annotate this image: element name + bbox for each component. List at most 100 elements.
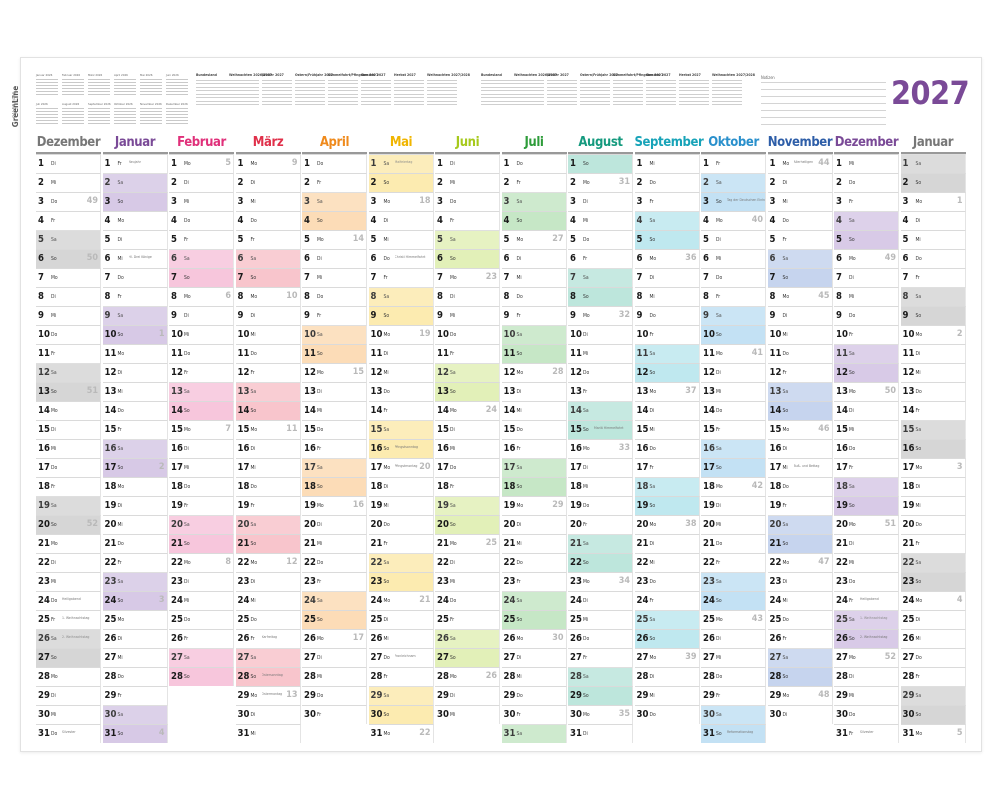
day-cell[interactable]: 23 Do <box>834 572 899 591</box>
day-cell[interactable]: 22 Sa <box>900 553 966 572</box>
day-cell[interactable]: 15 Do <box>302 420 367 439</box>
day-cell[interactable]: 12 So <box>634 363 700 382</box>
day-cell[interactable]: 13 Mi <box>102 382 168 401</box>
day-cell[interactable]: 9 Do <box>634 306 700 325</box>
day-cell[interactable]: 18 Di <box>900 477 966 496</box>
day-cell[interactable]: 12 Fr <box>235 363 301 382</box>
day-cell[interactable]: 9 Sa <box>701 306 766 325</box>
day-cell[interactable]: 13 Fr <box>568 382 633 401</box>
day-cell[interactable]: 9 Do <box>834 306 899 325</box>
day-cell[interactable]: 26 Mi <box>900 629 966 648</box>
day-cell[interactable]: 1 Mo 9 <box>235 154 301 173</box>
day-cell[interactable]: 24 Do Heiligabend <box>36 591 101 610</box>
day-cell[interactable]: 10 Sa <box>302 325 367 344</box>
day-cell[interactable]: 26 Do <box>568 629 633 648</box>
day-cell[interactable]: 24 Fr Heiligabend <box>834 591 899 610</box>
day-cell[interactable]: 10 Do <box>36 325 101 344</box>
day-cell[interactable]: 8 Di <box>36 287 101 306</box>
day-cell[interactable]: 6 Di <box>501 249 567 268</box>
day-cell[interactable]: 19 Di <box>102 496 168 515</box>
day-cell[interactable]: 15 Mi <box>634 420 700 439</box>
day-cell[interactable]: 14 Do <box>701 401 766 420</box>
day-cell[interactable]: 18 So <box>501 477 567 496</box>
day-cell[interactable]: 28 Mo 26 <box>435 667 500 686</box>
day-cell[interactable]: 23 Mi <box>435 572 500 591</box>
day-cell[interactable]: 6 Mi Hl. Drei Könige <box>102 249 168 268</box>
day-cell[interactable]: 4 Do <box>169 211 234 230</box>
day-cell[interactable]: 24 Sa <box>501 591 567 610</box>
day-cell[interactable]: 15 Mo 11 <box>235 420 301 439</box>
day-cell[interactable]: 2 Sa <box>701 173 766 192</box>
day-cell[interactable]: 26 Di <box>102 629 168 648</box>
day-cell[interactable]: 10 So <box>701 325 766 344</box>
day-cell[interactable]: 30 Do <box>634 705 700 724</box>
day-cell[interactable]: 1 Mi <box>834 154 899 173</box>
day-cell[interactable]: 14 So <box>169 401 234 420</box>
day-cell[interactable]: 17 So <box>701 458 766 477</box>
day-cell[interactable]: 24 So 3 <box>102 591 168 610</box>
day-cell[interactable]: 17 Mo Pfingstmontag 20 <box>368 458 434 477</box>
day-cell[interactable]: 2 Di <box>169 173 234 192</box>
day-cell[interactable]: 19 Fr <box>767 496 833 515</box>
day-cell[interactable]: 2 Di <box>235 173 301 192</box>
day-cell[interactable]: 13 Do <box>368 382 434 401</box>
day-cell[interactable]: 1 Sa <box>900 154 966 173</box>
day-cell[interactable]: 16 Di <box>235 439 301 458</box>
day-cell[interactable]: 26 Di <box>701 629 766 648</box>
day-cell[interactable]: 22 Mo 47 <box>767 553 833 572</box>
day-cell[interactable]: 22 Di <box>36 553 101 572</box>
day-cell[interactable]: 17 Mo 3 <box>900 458 966 477</box>
day-cell[interactable]: 7 Do <box>701 268 766 287</box>
day-cell[interactable]: 23 Fr <box>302 572 367 591</box>
day-cell[interactable]: 19 Mo 29 <box>501 496 567 515</box>
day-cell[interactable]: 7 Di <box>834 268 899 287</box>
day-cell[interactable]: 2 So <box>900 173 966 192</box>
day-cell[interactable]: 28 Do <box>102 667 168 686</box>
day-cell[interactable]: 23 So <box>900 572 966 591</box>
day-cell[interactable]: 10 Do <box>435 325 500 344</box>
day-cell[interactable]: 20 Mi <box>102 515 168 534</box>
day-cell[interactable]: 13 So <box>435 382 500 401</box>
day-cell[interactable]: 8 Do <box>501 287 567 306</box>
day-cell[interactable]: 27 Di <box>302 648 367 667</box>
day-cell[interactable]: 18 Fr <box>36 477 101 496</box>
day-cell[interactable]: 3 Do <box>435 192 500 211</box>
day-cell[interactable]: 28 So <box>767 667 833 686</box>
day-cell[interactable]: 20 Sa <box>169 515 234 534</box>
day-cell[interactable]: 17 Mi <box>235 458 301 477</box>
day-cell[interactable]: 30 Do <box>834 705 899 724</box>
day-cell[interactable]: 12 Fr <box>169 363 234 382</box>
day-cell[interactable]: 18 Mo 42 <box>701 477 766 496</box>
day-cell[interactable]: 27 Mo 39 <box>634 648 700 667</box>
day-cell[interactable]: 21 So <box>169 534 234 553</box>
day-cell[interactable]: 9 Di <box>169 306 234 325</box>
day-cell[interactable]: 18 So <box>302 477 367 496</box>
day-cell[interactable]: 25 Mi <box>568 610 633 629</box>
day-cell[interactable]: 1 Sa Maifeiertag <box>368 154 434 173</box>
day-cell[interactable]: 27 Mo 52 <box>834 648 899 667</box>
day-cell[interactable]: 5 Sa <box>435 230 500 249</box>
day-cell[interactable]: 13 Mi <box>701 382 766 401</box>
day-cell[interactable]: 12 Sa <box>36 363 101 382</box>
day-cell[interactable]: 6 So <box>435 249 500 268</box>
day-cell[interactable]: 3 Fr <box>834 192 899 211</box>
day-cell[interactable]: 16 So Pfingstsonntag <box>368 439 434 458</box>
day-cell[interactable]: 21 So <box>235 534 301 553</box>
day-cell[interactable]: 30 So <box>900 705 966 724</box>
day-cell[interactable]: 26 Mo 17 <box>302 629 367 648</box>
day-cell[interactable]: 12 Mi <box>368 363 434 382</box>
day-cell[interactable]: 22 Mo 8 <box>169 553 234 572</box>
day-cell[interactable]: 13 So 51 <box>36 382 101 401</box>
day-cell[interactable]: 8 Do <box>302 287 367 306</box>
day-cell[interactable]: 5 Di <box>102 230 168 249</box>
day-cell[interactable]: 15 Fr <box>102 420 168 439</box>
day-cell[interactable]: 24 Sa <box>302 591 367 610</box>
day-cell[interactable]: 26 So 2. Weihnachtstag <box>834 629 899 648</box>
day-cell[interactable]: 28 So Ostersonntag <box>235 667 301 686</box>
day-cell[interactable]: 14 Mo 24 <box>435 401 500 420</box>
day-cell[interactable]: 28 Do <box>701 667 766 686</box>
day-cell[interactable]: 22 Mo 12 <box>235 553 301 572</box>
day-cell[interactable]: 27 Sa <box>767 648 833 667</box>
day-cell[interactable]: 9 Mo 32 <box>568 306 633 325</box>
day-cell[interactable]: 29 Mi <box>834 686 899 705</box>
